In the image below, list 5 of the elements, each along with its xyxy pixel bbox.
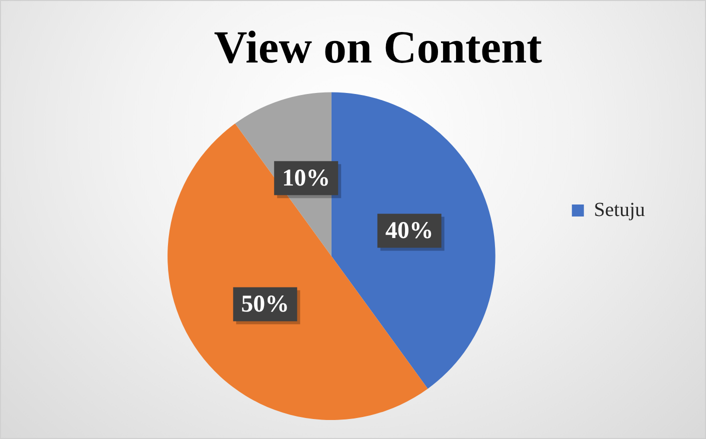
data-label: 50% [241, 291, 290, 318]
legend-label: Setuju [594, 198, 646, 221]
data-label: 10% [282, 165, 330, 192]
chart-title: View on Content [214, 21, 543, 72]
data-label: 40% [385, 218, 434, 244]
